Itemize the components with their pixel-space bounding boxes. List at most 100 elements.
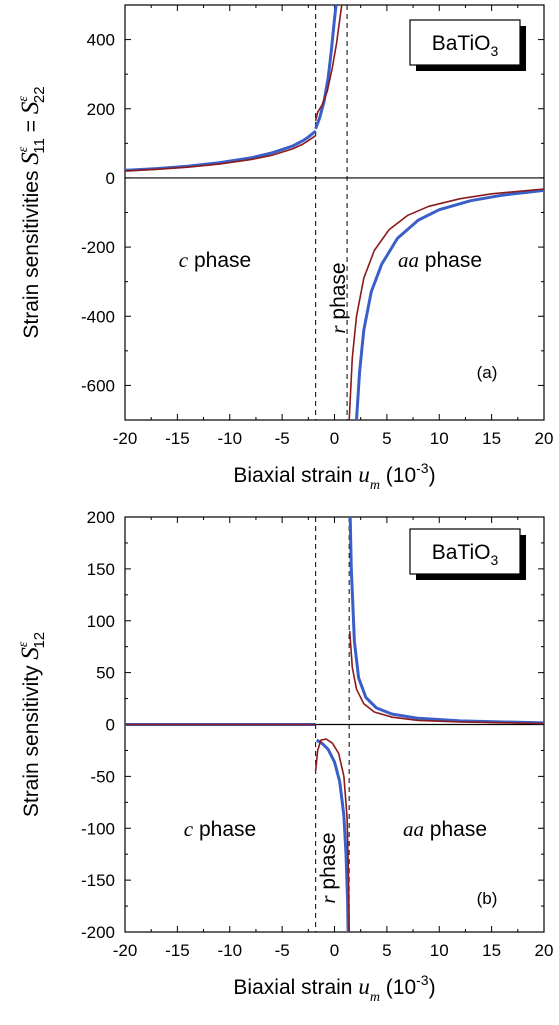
y-axis-symbol-sup: ε <box>16 641 31 647</box>
series-line-blue <box>315 738 350 932</box>
x-tick-label: 10 <box>430 941 449 960</box>
y-axis-symbol-2-sup: ε <box>16 96 31 102</box>
material-base: BaTiO <box>432 541 491 564</box>
x-tick-label: -15 <box>165 429 190 448</box>
phase-label-italic: r <box>316 895 340 904</box>
y-tick-label: -400 <box>81 307 115 326</box>
x-tick-label: -5 <box>275 941 290 960</box>
y-tick-label: -150 <box>81 871 115 890</box>
x-tick-label: -20 <box>113 941 138 960</box>
phase-label-italic: c <box>179 248 189 272</box>
x-axis-label-text: Biaxial strain <box>233 976 358 999</box>
phase-label-italic: c <box>184 817 194 841</box>
x-tick-label: -5 <box>275 429 290 448</box>
series-line-red <box>348 188 544 420</box>
phase-label: r phase <box>316 832 340 903</box>
panel-label: (b) <box>477 889 498 908</box>
material-sub: 3 <box>490 43 498 59</box>
series-line-red <box>348 631 544 725</box>
y-axis-symbol-sub: 12 <box>31 632 48 649</box>
phase-label-rest: phase <box>188 249 251 272</box>
x-tick-label: -15 <box>165 941 190 960</box>
x-axis-unit-sup: -3 <box>416 972 429 988</box>
y-tick-label: -600 <box>81 376 115 395</box>
series-line-blue <box>348 517 544 725</box>
phase-label: r phase <box>326 262 350 333</box>
phase-label-rest: phase <box>193 818 256 841</box>
y-axis-symbol: S <box>17 647 44 660</box>
y-axis-symbol: S <box>17 152 44 165</box>
x-axis-label: Biaxial strain um (10-3) <box>233 460 435 493</box>
phase-label-rest: phase <box>419 249 482 272</box>
x-axis-symbol: u <box>358 462 370 487</box>
y-tick-label: 50 <box>96 664 115 683</box>
y-axis-symbol-sub: 11 <box>31 138 48 154</box>
x-axis-symbol-sub: m <box>370 478 380 493</box>
y-tick-label: 0 <box>106 169 115 188</box>
x-tick-label: 15 <box>482 941 501 960</box>
y-tick-label: -200 <box>81 923 115 942</box>
x-axis-unit-sup: -3 <box>416 460 429 476</box>
chart-panel-a: -20 -15 -10 -5 0 5 10 15 20 -600 -400 -200 0 200 400 c … <box>16 4 554 493</box>
y-axis-label-text: Strain sensitivity <box>20 660 43 818</box>
y-tick-label: -100 <box>81 819 115 838</box>
y-tick-label: -50 <box>90 767 115 786</box>
series-line-red <box>314 738 350 932</box>
series-group <box>125 517 544 932</box>
phase-label-rest: phase <box>317 832 340 895</box>
series-group <box>125 5 544 420</box>
y-axis-label-text: Strain sensitivities <box>20 165 43 339</box>
x-axis-unit: (10 <box>380 976 416 999</box>
y-axis-label: Strain sensitivities Sε11 = Sε22 <box>16 86 48 338</box>
series-line-blue <box>125 130 317 172</box>
x-axis-unit-end: ) <box>429 464 436 487</box>
phase-label: aa phase <box>403 817 487 841</box>
x-axis-unit: (10 <box>380 464 416 487</box>
phase-label-rest: phase <box>327 262 350 325</box>
x-tick-label: 5 <box>382 429 391 448</box>
y-axis-symbol-sup: ε <box>16 146 31 152</box>
y-axis-label: Strain sensitivity Sε12 <box>16 632 48 817</box>
x-tick-label: 10 <box>430 429 449 448</box>
y-tick-label: 0 <box>106 716 115 735</box>
x-tick-label: 5 <box>382 941 391 960</box>
series-line-red <box>314 5 343 122</box>
x-tick-label: -20 <box>113 429 138 448</box>
x-axis-label: Biaxial strain um (10-3) <box>233 972 435 1005</box>
x-tick-label: 20 <box>535 941 554 960</box>
y-tick-label: 150 <box>87 560 115 579</box>
material-box <box>409 528 521 575</box>
phase-label-italic: aa <box>398 248 419 272</box>
x-axis-symbol: u <box>358 974 370 999</box>
x-axis-unit-end: ) <box>429 976 436 999</box>
y-tick-label: 100 <box>87 612 115 631</box>
phase-label-rest: phase <box>424 818 487 841</box>
x-tick-label: 15 <box>482 429 501 448</box>
material-label: BaTiO3 <box>432 32 499 59</box>
y-tick-label: 200 <box>87 508 115 527</box>
y-axis-symbol-2: S <box>17 101 44 114</box>
material-box <box>409 19 521 66</box>
x-tick-label: 20 <box>535 429 554 448</box>
series-line-blue <box>314 5 338 130</box>
x-tick-label: -10 <box>217 941 242 960</box>
phase-label: c phase <box>184 817 256 841</box>
y-tick-label: 200 <box>87 100 115 119</box>
x-axis-label-text: Biaxial strain <box>233 464 358 487</box>
phase-label: c phase <box>179 248 251 272</box>
series-line-blue <box>355 188 544 420</box>
phase-label-italic: aa <box>403 817 424 841</box>
y-axis-symbol-2-sub: 22 <box>31 86 48 103</box>
phase-label: aa phase <box>398 248 482 272</box>
x-axis-symbol-sub: m <box>370 990 380 1005</box>
y-axis-equals: = <box>20 114 43 138</box>
series-line-red <box>125 135 317 172</box>
material-base: BaTiO <box>432 32 491 55</box>
y-tick-label: -200 <box>81 238 115 257</box>
material-label: BaTiO3 <box>432 541 499 568</box>
phase-label-italic: r <box>326 325 350 334</box>
material-sub: 3 <box>490 552 498 568</box>
chart-panel-b: -20 -15 -10 -5 0 5 10 15 20-200-150-100-50050100… <box>16 508 553 1005</box>
x-tick-label: -10 <box>217 429 242 448</box>
